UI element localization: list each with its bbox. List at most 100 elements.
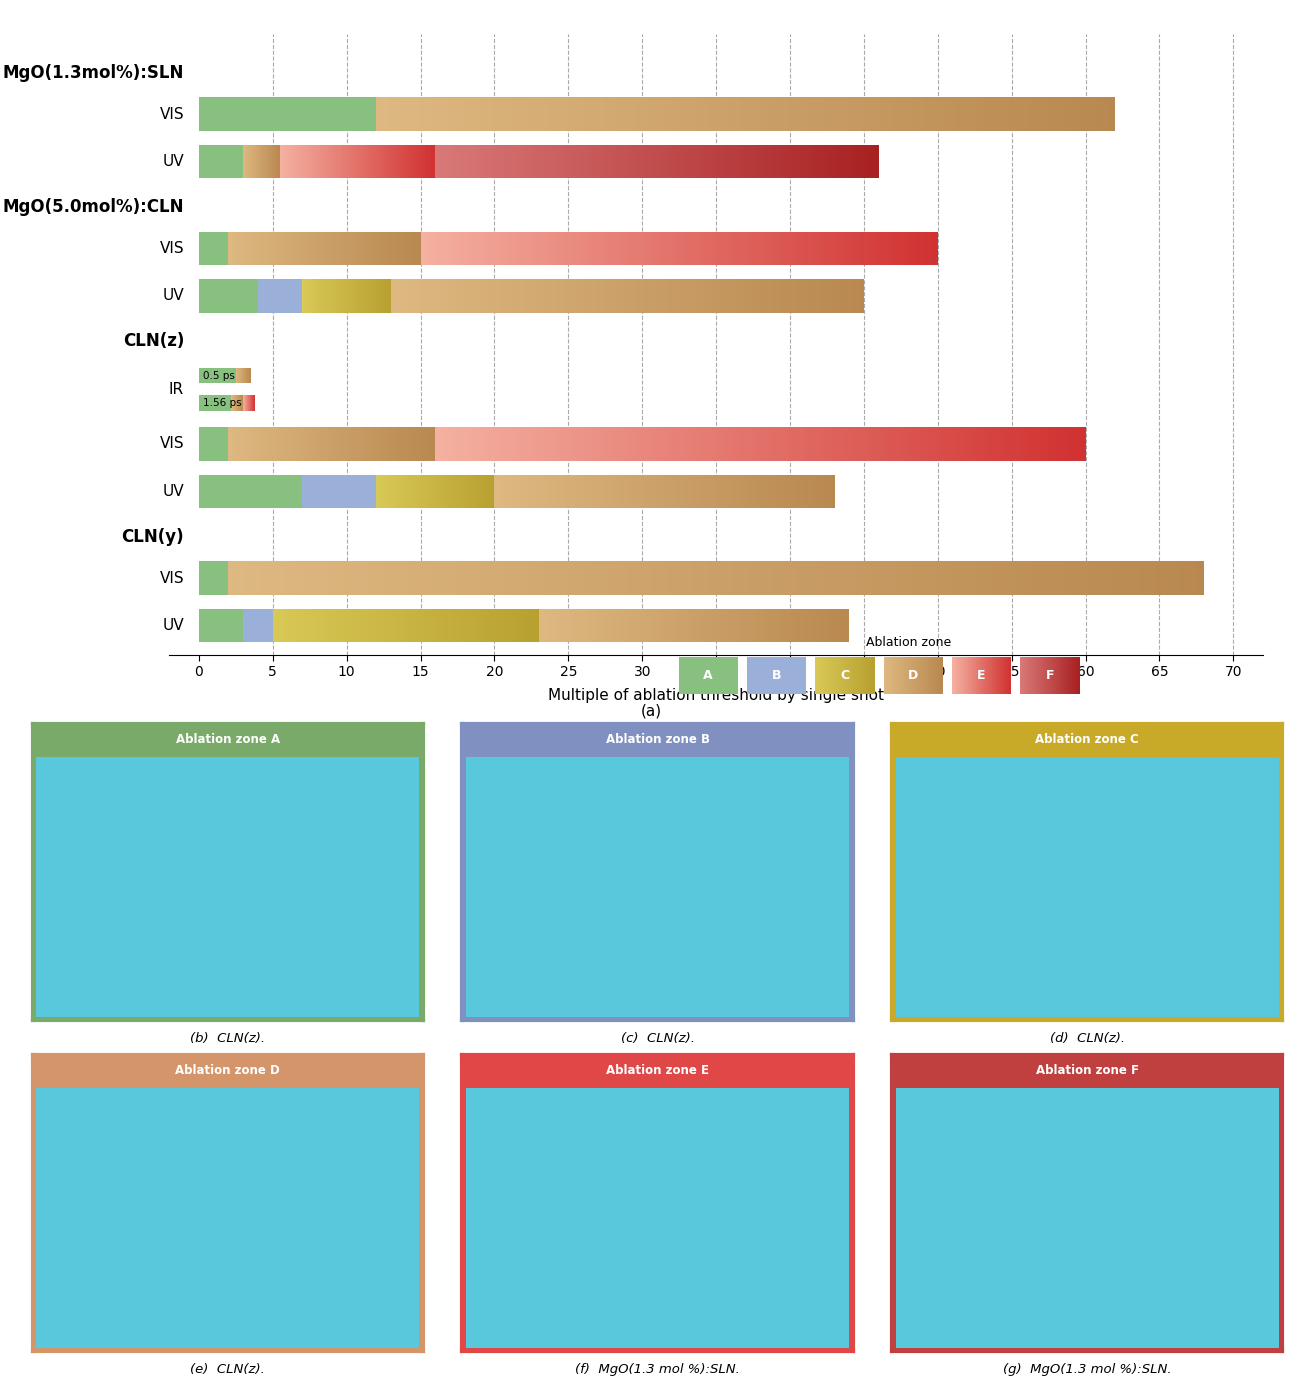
Bar <box>400 561 408 594</box>
Bar <box>332 610 335 643</box>
Bar <box>1003 656 1004 695</box>
Bar <box>1032 561 1042 594</box>
Bar <box>602 145 605 178</box>
Bar <box>658 145 661 178</box>
Bar <box>802 610 806 643</box>
Bar <box>344 232 345 265</box>
Bar <box>825 232 831 265</box>
Bar <box>831 232 835 265</box>
Bar <box>805 656 806 695</box>
Bar <box>620 427 625 461</box>
Bar <box>570 561 578 594</box>
Text: MgO(1.3mol%):SLN: MgO(1.3mol%):SLN <box>3 63 184 81</box>
Bar <box>469 98 475 131</box>
Bar <box>713 279 719 313</box>
Bar <box>868 427 875 461</box>
Bar <box>828 474 832 509</box>
Bar <box>1053 656 1055 695</box>
Bar <box>335 561 342 594</box>
Bar <box>591 474 594 509</box>
Bar <box>419 98 426 131</box>
Bar <box>318 232 320 265</box>
Bar <box>216 98 219 131</box>
Bar <box>204 98 207 131</box>
Bar <box>434 145 436 178</box>
Bar <box>495 427 500 461</box>
Bar <box>685 656 687 695</box>
Bar <box>411 427 413 461</box>
Bar <box>280 427 283 461</box>
Bar <box>818 474 820 509</box>
Bar <box>232 232 233 265</box>
Bar <box>863 98 870 131</box>
Bar <box>1027 656 1029 695</box>
Bar <box>993 427 999 461</box>
Bar <box>1075 656 1078 695</box>
Bar <box>866 656 867 695</box>
Bar <box>1056 656 1057 695</box>
Bar <box>812 232 818 265</box>
Bar <box>932 656 934 695</box>
Bar <box>266 98 267 131</box>
Bar <box>725 610 728 643</box>
Bar <box>276 98 277 131</box>
Bar <box>560 427 565 461</box>
Bar <box>413 145 415 178</box>
Bar <box>786 610 790 643</box>
Text: (f)  MgO(1.3 mol %):SLN.: (f) MgO(1.3 mol %):SLN. <box>575 1364 740 1376</box>
Bar <box>305 427 306 461</box>
Bar <box>762 610 764 643</box>
Bar <box>1034 656 1036 695</box>
Bar <box>911 561 919 594</box>
Bar <box>820 656 822 695</box>
Bar <box>849 656 850 695</box>
Bar <box>796 98 801 131</box>
Bar <box>712 610 715 643</box>
Bar <box>697 232 700 265</box>
Bar <box>727 279 730 313</box>
Bar <box>915 656 917 695</box>
Bar <box>1017 561 1025 594</box>
Bar <box>704 145 710 178</box>
Bar <box>487 145 491 178</box>
Bar <box>736 474 738 509</box>
Bar <box>802 656 803 695</box>
Bar <box>928 656 930 695</box>
Bar <box>465 145 469 178</box>
Bar <box>275 98 276 131</box>
Bar <box>431 561 440 594</box>
Bar <box>249 98 251 131</box>
Bar <box>733 98 740 131</box>
Bar <box>1115 561 1122 594</box>
Bar <box>1180 561 1187 594</box>
Bar <box>280 98 281 131</box>
Bar <box>613 610 617 643</box>
Bar <box>363 427 365 461</box>
Bar <box>579 98 586 131</box>
Bar <box>647 427 652 461</box>
Bar <box>664 145 668 178</box>
Bar <box>533 279 536 313</box>
Bar <box>815 610 819 643</box>
Bar <box>1047 656 1048 695</box>
Bar <box>397 232 398 265</box>
Bar <box>919 656 921 695</box>
Bar <box>331 610 333 643</box>
Bar <box>820 610 824 643</box>
Bar <box>519 474 523 509</box>
Bar <box>1059 427 1064 461</box>
Bar <box>700 561 708 594</box>
Bar <box>428 145 431 178</box>
Bar <box>431 98 437 131</box>
Bar <box>331 98 332 131</box>
Bar <box>432 427 434 461</box>
Bar <box>1139 561 1147 594</box>
Bar <box>954 656 956 695</box>
Bar <box>785 610 788 643</box>
Bar <box>350 145 352 178</box>
Bar <box>392 610 395 643</box>
Bar <box>232 98 233 131</box>
Bar <box>487 98 493 131</box>
Bar <box>509 474 512 509</box>
Text: VIS: VIS <box>159 437 184 451</box>
